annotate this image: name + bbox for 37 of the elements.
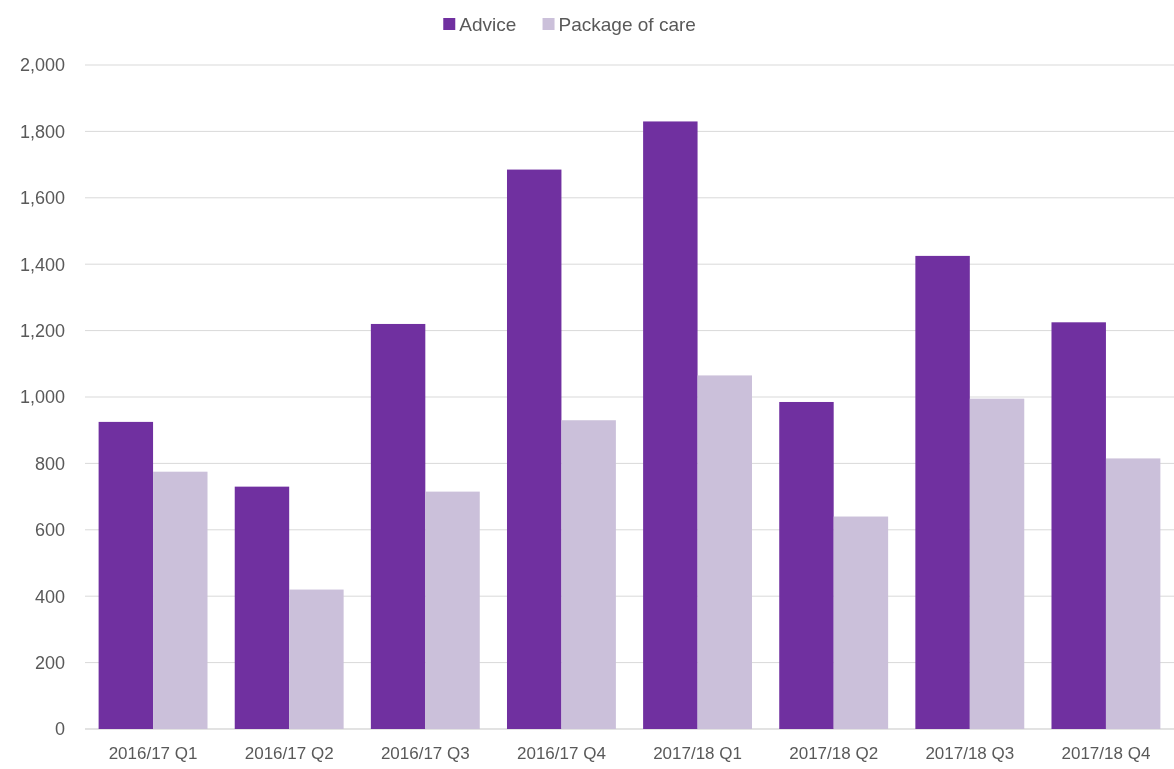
y-tick-label: 1,400 xyxy=(19,254,65,275)
y-tick-label: 1,200 xyxy=(19,320,65,341)
y-tick-label: 600 xyxy=(34,520,65,541)
y-tick-label: 800 xyxy=(34,453,65,474)
y-tick-label: 1,800 xyxy=(19,121,65,142)
bar xyxy=(833,516,889,729)
y-tick-label: 1,000 xyxy=(19,387,65,408)
bar xyxy=(643,121,698,729)
bar xyxy=(915,255,970,729)
legend-label: Advice xyxy=(459,13,517,35)
legend-label: Package of care xyxy=(558,13,696,35)
bar xyxy=(425,491,480,729)
y-tick-label: 200 xyxy=(34,652,65,673)
bar xyxy=(370,323,426,729)
y-tick-label: 1,600 xyxy=(19,188,65,209)
bar xyxy=(289,589,344,729)
y-tick-label: 2,000 xyxy=(19,55,65,76)
bar xyxy=(98,421,154,729)
x-tick-label: 2016/17 Q3 xyxy=(380,744,470,763)
x-tick-label: 2017/18 Q1 xyxy=(653,744,742,763)
bar xyxy=(234,486,290,729)
bar xyxy=(1051,322,1106,729)
bar xyxy=(1105,458,1161,729)
bar xyxy=(506,169,562,729)
bar xyxy=(779,401,834,729)
bar xyxy=(969,398,1025,729)
bar xyxy=(153,471,208,729)
x-tick-label: 2016/17 Q4 xyxy=(517,744,606,763)
x-tick-label: 2017/18 Q3 xyxy=(925,744,1015,763)
bar xyxy=(561,420,616,729)
bar xyxy=(697,375,753,729)
y-tick-label: 0 xyxy=(54,719,65,740)
x-tick-label: 2016/17 Q1 xyxy=(108,744,198,763)
x-tick-label: 2017/18 Q2 xyxy=(789,744,879,763)
y-tick-label: 400 xyxy=(34,586,65,607)
x-tick-label: 2017/18 Q4 xyxy=(1061,744,1151,763)
x-tick-label: 2016/17 Q2 xyxy=(244,744,334,763)
